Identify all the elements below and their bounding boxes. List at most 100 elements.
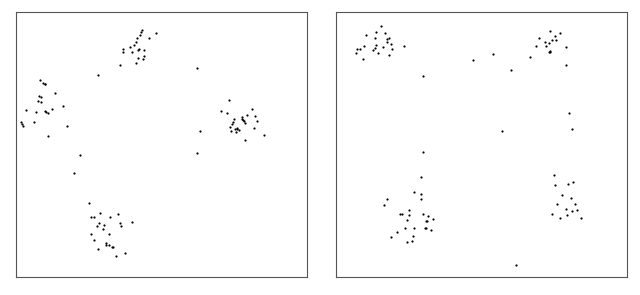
Point (16, 120, 26, 124)
Point (550, 183, 561, 188)
Point (111, 254, 122, 258)
Point (371, 30, 381, 35)
Point (40, 108, 50, 113)
Point (547, 37, 557, 42)
Point (402, 217, 412, 222)
Point (426, 228, 436, 232)
Point (118, 49, 129, 54)
Point (127, 219, 137, 224)
Point (410, 190, 420, 194)
Point (381, 196, 392, 201)
Point (555, 216, 565, 221)
Point (36, 100, 46, 104)
Point (423, 213, 433, 218)
Point (384, 53, 394, 58)
Point (468, 57, 478, 62)
Point (101, 243, 111, 248)
Point (133, 47, 143, 52)
Point (399, 43, 409, 48)
Point (568, 180, 578, 184)
Point (566, 127, 577, 131)
Point (136, 30, 146, 35)
Point (40, 81, 51, 86)
Point (33, 99, 44, 103)
Point (564, 110, 574, 115)
Point (549, 173, 559, 177)
Point (62, 124, 72, 129)
Point (238, 117, 248, 122)
Point (46, 106, 56, 111)
Point (35, 78, 45, 83)
Point (419, 226, 429, 231)
Point (395, 212, 405, 217)
Point (572, 207, 582, 212)
Point (216, 108, 226, 113)
Point (545, 50, 555, 54)
Point (497, 129, 508, 133)
Point (143, 36, 154, 40)
Point (561, 44, 571, 49)
Point (113, 212, 123, 217)
Point (191, 66, 202, 71)
Point (421, 225, 431, 230)
Point (127, 50, 137, 55)
Point (84, 200, 95, 205)
Point (533, 35, 543, 40)
Point (378, 45, 388, 49)
Point (237, 116, 247, 121)
Point (17, 122, 28, 127)
Point (232, 126, 242, 131)
Point (232, 127, 243, 131)
Point (421, 219, 431, 223)
Point (408, 234, 419, 239)
Point (134, 32, 145, 37)
Point (51, 91, 61, 96)
Point (43, 133, 53, 138)
Point (400, 225, 410, 230)
Point (239, 119, 249, 123)
Point (387, 47, 397, 51)
Point (118, 47, 128, 51)
Point (416, 197, 426, 201)
Point (115, 221, 125, 226)
Point (225, 129, 236, 134)
Point (561, 207, 572, 212)
Point (94, 221, 104, 225)
Point (544, 41, 554, 45)
Point (100, 241, 111, 246)
Point (428, 217, 438, 221)
Point (120, 251, 130, 256)
Point (228, 119, 239, 124)
Point (554, 31, 564, 35)
Point (547, 212, 557, 217)
Point (230, 127, 240, 132)
Point (381, 39, 392, 44)
Point (237, 114, 247, 119)
Point (29, 119, 39, 124)
Point (138, 28, 148, 32)
Point (134, 47, 144, 52)
Point (93, 73, 103, 78)
Point (99, 222, 109, 227)
Point (545, 49, 555, 54)
Point (384, 35, 394, 40)
Point (225, 125, 236, 130)
Point (380, 203, 390, 208)
Point (104, 243, 114, 248)
Point (358, 56, 368, 61)
Point (192, 150, 202, 155)
Point (138, 57, 148, 62)
Point (21, 108, 31, 113)
Point (387, 235, 397, 240)
Point (561, 212, 572, 217)
Point (240, 121, 250, 125)
Point (417, 212, 428, 217)
Point (551, 37, 561, 42)
Point (561, 63, 571, 68)
Point (385, 42, 396, 47)
Point (243, 112, 253, 117)
Point (44, 111, 54, 116)
Point (376, 23, 387, 28)
Point (525, 55, 536, 59)
Point (227, 122, 237, 127)
